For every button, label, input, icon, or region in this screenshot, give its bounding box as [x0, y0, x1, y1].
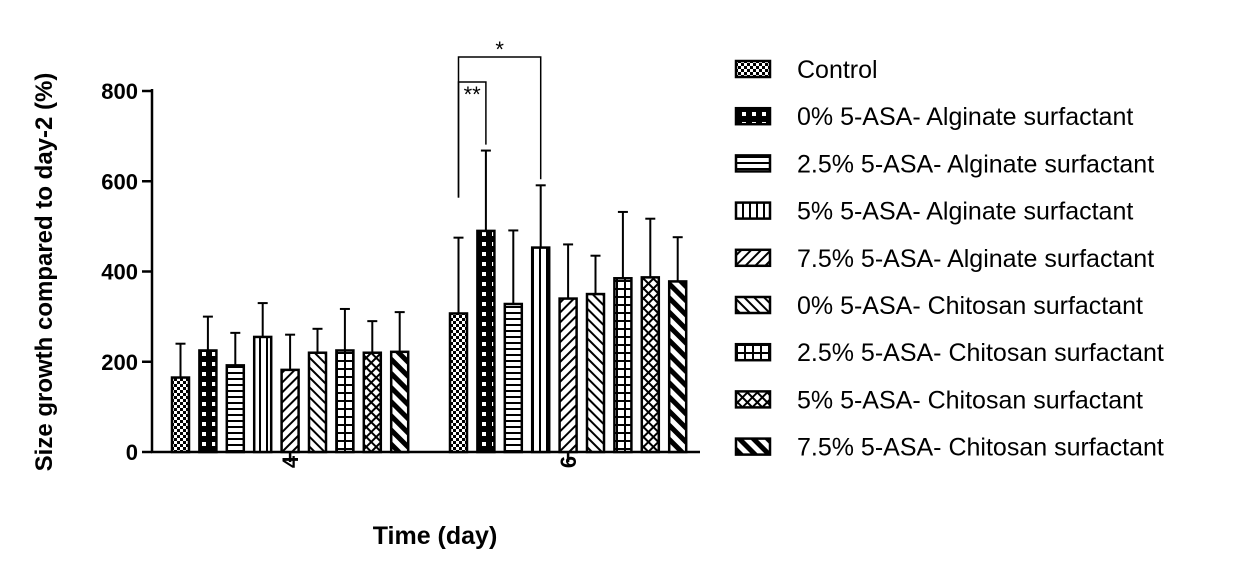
y-tick-label: 400	[101, 260, 138, 285]
y-axis-label: Size growth compared to day-2 (%)	[31, 73, 58, 472]
bar	[558, 297, 578, 454]
bar	[667, 280, 688, 454]
legend-label: 5% 5-ASA- Chitosan surfactant	[797, 386, 1143, 414]
bar	[389, 350, 410, 454]
x-axis-label: Time (day)	[373, 522, 498, 550]
legend-swatch	[734, 106, 772, 126]
x-tick-label: 6	[556, 456, 581, 468]
legend-label: Control	[797, 56, 878, 84]
legend-swatch	[734, 154, 772, 173]
legend-swatch	[734, 437, 772, 456]
significance-bracket	[457, 56, 542, 198]
legend: Control 0% 5-ASA- Alginate surfactant 2.5%…	[734, 56, 1164, 462]
y-tick-label: 200	[101, 350, 138, 375]
legend-label: 2.5% 5-ASA- Chitosan surfactant	[797, 339, 1164, 367]
legend-swatch	[734, 59, 772, 79]
bar	[613, 277, 633, 454]
significance-group: ***	[457, 37, 542, 198]
bar	[170, 376, 191, 454]
bar	[448, 312, 469, 454]
x-tick-label: 4	[278, 455, 303, 468]
legend-label: 7.5% 5-ASA- Alginate surfactant	[797, 245, 1154, 273]
bar	[530, 246, 551, 454]
legend-swatch	[734, 201, 772, 220]
bar	[280, 368, 300, 454]
legend-label: 7.5% 5-ASA- Chitosan surfactant	[797, 434, 1164, 462]
bar	[225, 364, 246, 454]
significance-label: **	[464, 82, 482, 107]
legend-swatch	[734, 248, 772, 268]
legend-swatch	[734, 295, 772, 315]
bar	[362, 351, 383, 454]
bar	[476, 229, 496, 454]
legend-label: 0% 5-ASA- Chitosan surfactant	[797, 292, 1143, 320]
bar	[585, 292, 606, 454]
legend-swatch	[734, 342, 772, 362]
legend-label: 5% 5-ASA- Alginate surfactant	[797, 198, 1133, 226]
significance-label: *	[495, 37, 504, 62]
legend-swatch	[734, 390, 772, 409]
legend-label: 0% 5-ASA- Alginate surfactant	[797, 103, 1133, 131]
bar	[640, 276, 661, 454]
bar	[198, 349, 218, 454]
bar	[252, 335, 273, 454]
y-tick-label: 800	[101, 79, 138, 104]
bar	[335, 349, 355, 454]
bar	[503, 302, 524, 454]
legend-label: 2.5% 5-ASA- Alginate surfactant	[797, 150, 1154, 178]
y-tick-label: 0	[126, 440, 138, 465]
bar	[307, 351, 328, 454]
y-tick-label: 600	[101, 169, 138, 194]
bars-group	[170, 149, 688, 454]
